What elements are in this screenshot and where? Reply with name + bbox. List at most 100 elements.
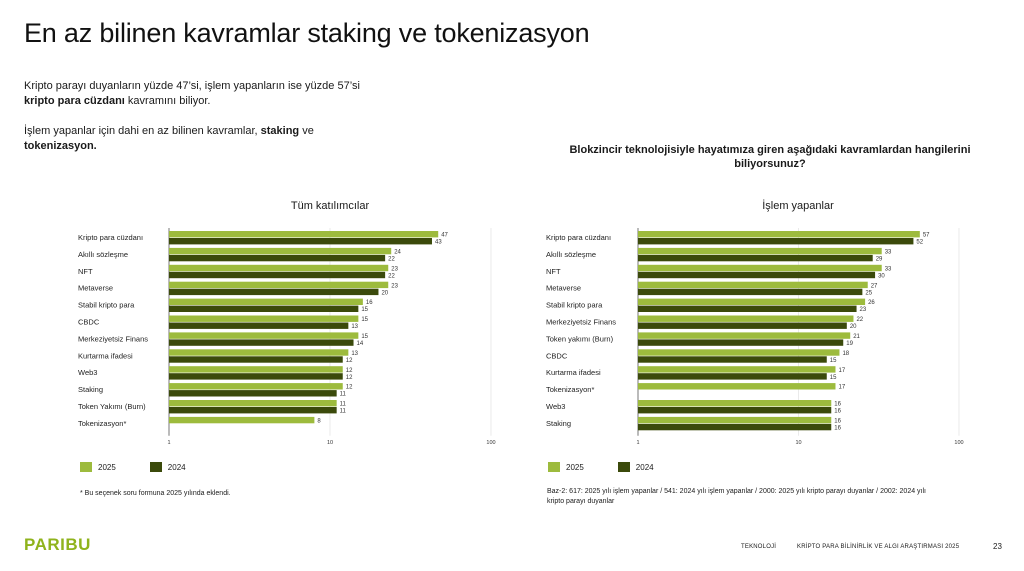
bar-2024 <box>169 373 343 380</box>
value-label-2025: 16 <box>366 300 373 306</box>
x-tick-label: 1 <box>636 440 639 446</box>
footer-section: TEKNOLOJİ <box>741 544 777 550</box>
bar-2024 <box>169 390 337 397</box>
value-label-2024: 15 <box>361 307 368 313</box>
intro-bold-tokenization: tokenizasyon. <box>24 140 97 152</box>
bar-2025 <box>169 383 343 390</box>
bar-2024 <box>169 407 337 414</box>
bar-2024 <box>638 339 844 346</box>
value-label-2025: 23 <box>391 283 398 289</box>
bar-2024 <box>638 238 914 245</box>
bar-2025 <box>169 366 343 373</box>
bar-2025 <box>638 332 851 339</box>
value-label-2024: 25 <box>865 290 872 296</box>
x-tick-label: 100 <box>954 440 963 446</box>
bar-2024 <box>169 322 349 329</box>
value-label-2024: 15 <box>830 358 837 364</box>
value-label-2025: 12 <box>346 368 353 374</box>
page-number: 23 <box>993 542 1002 551</box>
legend-left: 2025 2024 <box>80 462 186 472</box>
intro-line-3: İşlem yapanlar için dahi en az bilinen k… <box>24 125 261 137</box>
category-label: Metaverse <box>546 284 581 293</box>
survey-question: Blokzincir teknolojisiyle hayatımıza gir… <box>569 144 971 170</box>
value-label-2025: 47 <box>441 233 448 239</box>
bar-2024 <box>169 254 386 262</box>
bar-2025 <box>169 247 392 255</box>
value-label-2024: 16 <box>834 409 841 415</box>
value-label-2024: 20 <box>381 290 388 296</box>
bar-2024 <box>638 423 832 431</box>
category-label: CBDC <box>78 318 100 327</box>
bar-2024 <box>638 322 847 329</box>
bar-2024 <box>638 373 827 380</box>
value-label-2024: 13 <box>351 324 358 330</box>
chart-title-all: Tüm katılımcılar <box>290 200 370 212</box>
value-label-2024: 12 <box>346 358 353 364</box>
x-tick-label: 10 <box>327 440 333 446</box>
value-label-2024: 11 <box>340 409 347 415</box>
value-label-2024: 12 <box>346 375 353 381</box>
bar-2024 <box>638 305 857 312</box>
intro-line-1: Kripto parayı duyanların yüzde 47’si, iş… <box>24 80 360 92</box>
bar-2024 <box>169 339 354 346</box>
base-note: Baz-2: 617: 2025 yılı işlem yapanlar / 5… <box>547 488 926 505</box>
value-label-2024: 29 <box>876 257 883 263</box>
value-label-2025: 18 <box>842 351 849 357</box>
bar-2024 <box>638 271 876 279</box>
legend-label-2025: 2025 <box>566 462 584 472</box>
category-label: Kurtarma ifadesi <box>546 368 601 377</box>
category-label: Tokenizasyon* <box>78 419 126 428</box>
value-label-2025: 26 <box>868 300 875 306</box>
intro-text: Kripto parayı duyanların yüzde 47’si, iş… <box>24 79 444 154</box>
intro-bold-wallet: kripto para cüzdanı <box>24 95 125 107</box>
category-label: Akıllı sözleşme <box>78 250 128 259</box>
category-label: Token yakımı (Burn) <box>546 334 614 343</box>
value-label-2025: 27 <box>871 283 878 289</box>
bar-2025 <box>638 231 920 238</box>
value-label-2024: 19 <box>846 341 853 347</box>
bar-2024 <box>638 254 873 262</box>
page-title: En az bilinen kavramlar staking ve token… <box>24 18 590 48</box>
intro-bold-staking: staking <box>260 125 300 137</box>
x-tick-label: 10 <box>795 440 801 446</box>
value-label-2025: 17 <box>838 368 845 374</box>
legend-label-2024: 2024 <box>167 462 186 472</box>
value-label-2024: 14 <box>357 341 364 347</box>
legend-label-2024: 2024 <box>635 462 654 472</box>
value-label-2025: 22 <box>856 317 863 323</box>
category-label: Merkeziyetsiz Finans <box>78 334 148 343</box>
category-label: Token Yakımı (Burn) <box>78 402 146 411</box>
bar-2024 <box>638 288 863 296</box>
value-label-2024: 52 <box>916 240 923 246</box>
bar-2025 <box>169 332 359 339</box>
legend-right: 2025 2024 <box>548 462 654 472</box>
bar-2025 <box>638 416 832 424</box>
value-label-2025: 11 <box>340 402 347 408</box>
paribu-logo: PARIBU <box>24 535 91 554</box>
value-label-2024: 20 <box>850 324 857 330</box>
bar-2025 <box>169 298 363 305</box>
category-label: Stabil kripto para <box>78 301 135 310</box>
legend-swatch-2024 <box>617 462 630 472</box>
category-label: Tokenizasyon* <box>546 385 594 394</box>
value-label-2025: 16 <box>834 419 841 425</box>
bar-2024 <box>638 356 827 363</box>
value-label-2025: 17 <box>838 385 845 391</box>
legend-label-2025: 2025 <box>98 462 116 472</box>
category-label: Kripto para cüzdanı <box>78 233 143 242</box>
category-label: NFT <box>546 267 561 276</box>
bar-2025 <box>638 264 882 272</box>
bar-2025 <box>638 281 868 289</box>
bar-2024 <box>638 407 832 414</box>
bar-2025 <box>169 264 389 272</box>
category-label: Stabil kripto para <box>546 301 603 310</box>
value-label-2024: 30 <box>878 273 885 279</box>
bar-2025 <box>169 231 439 238</box>
value-label-2025: 13 <box>351 351 358 357</box>
bar-2024 <box>169 305 359 312</box>
value-label-2025: 16 <box>834 402 841 408</box>
intro-line-2: kavramını biliyor. <box>124 95 211 107</box>
category-label: CBDC <box>546 351 568 360</box>
value-label-2025: 57 <box>923 233 930 239</box>
legend-swatch-2025 <box>548 462 560 472</box>
